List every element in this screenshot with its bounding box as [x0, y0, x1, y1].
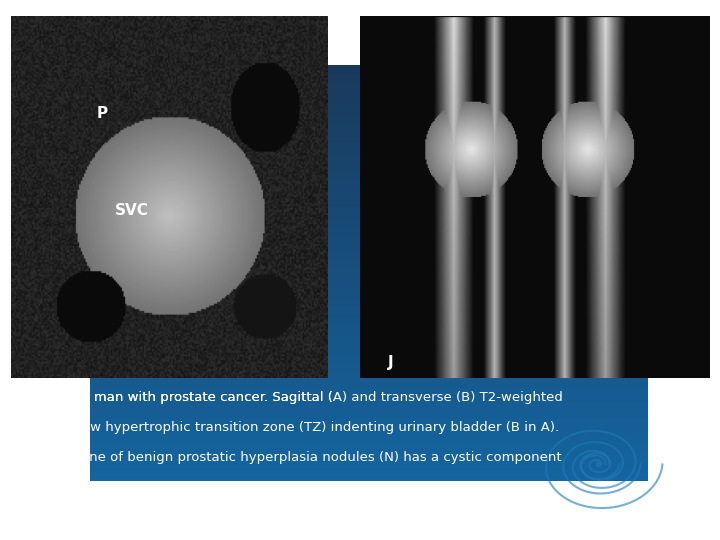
Text: arrows: arrows: [20, 481, 65, 494]
Text: (: (: [14, 481, 19, 494]
Text: SVC: SVC: [115, 203, 149, 218]
Text: ).: ).: [60, 481, 69, 494]
Text: images show hypertrophic transition zone (TZ) indenting urinary bladder (B in A): images show hypertrophic transition zone…: [14, 421, 559, 434]
Text: 59-year-old man with prostate cancer. Sagittal (A) and transverse (B) T2-weighte: 59-year-old man with prostate cancer. Sa…: [14, 392, 563, 404]
Text: J: J: [388, 355, 394, 370]
Text: Note that one of benign prostatic hyperplasia nodules (N) has a cystic component: Note that one of benign prostatic hyperp…: [14, 451, 562, 464]
Text: P: P: [96, 105, 107, 120]
Text: 59-year-old man with prostate cancer. Sagittal (: 59-year-old man with prostate cancer. Sa…: [14, 392, 333, 404]
